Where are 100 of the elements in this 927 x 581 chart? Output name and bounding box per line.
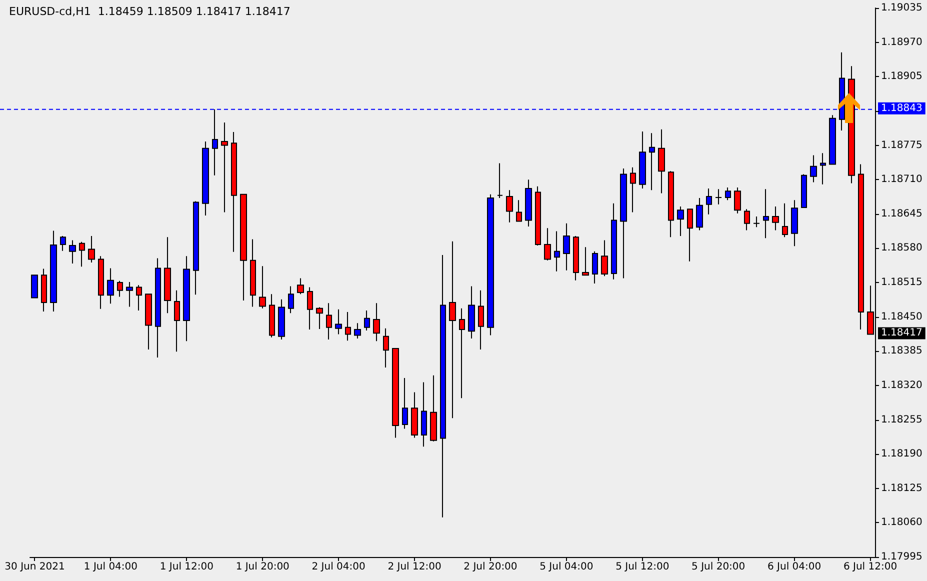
candlestick	[478, 290, 484, 350]
y-tick-label: 1.18450	[881, 311, 922, 322]
candlestick	[345, 312, 351, 342]
candlestick	[696, 198, 703, 231]
candlestick	[288, 286, 294, 314]
x-tick-label: 5 Jul 04:00	[540, 562, 594, 572]
x-tick-label: 5 Jul 20:00	[692, 562, 746, 572]
candlestick	[126, 281, 133, 308]
candlestick	[193, 200, 199, 296]
x-tick-label: 2 Jul 04:00	[312, 562, 366, 572]
candlestick	[440, 254, 446, 518]
candlestick	[791, 200, 798, 247]
y-tick-label: 1.18125	[881, 482, 922, 494]
x-tick-label: 1 Jul 04:00	[84, 562, 138, 572]
candlestick	[383, 328, 389, 368]
candlestick	[468, 286, 475, 339]
x-tick-label: 6 Jul 12:00	[843, 562, 898, 572]
candlestick	[278, 298, 285, 340]
candlestick	[753, 216, 760, 228]
y-tick-label: 1.18255	[881, 414, 922, 426]
candlestick	[525, 179, 532, 228]
candlestick	[620, 168, 627, 279]
y-tick-label: 1.18645	[881, 208, 922, 220]
candlestick	[164, 236, 171, 314]
candlestick	[516, 200, 522, 222]
candlestick	[60, 236, 66, 252]
candlestick	[392, 348, 399, 438]
candlestick	[402, 378, 408, 430]
candlestick	[31, 274, 38, 298]
candlestick	[326, 302, 332, 340]
candlestick	[858, 164, 864, 330]
y-tick-label: 1.18320	[881, 380, 922, 391]
candlestick	[582, 246, 589, 276]
candlestick	[145, 294, 152, 350]
candlestick	[174, 290, 180, 352]
candlestick	[611, 202, 617, 280]
candlestick	[183, 256, 190, 342]
y-tick-label: 1.18775	[881, 140, 922, 151]
candlestick	[687, 208, 693, 262]
candlestick	[744, 208, 750, 231]
y-tick-label: 1.18970	[881, 36, 922, 48]
candlestick	[782, 202, 788, 238]
candlestick	[459, 308, 465, 399]
candlestick	[231, 132, 237, 252]
candlestick	[250, 238, 256, 308]
candlestick	[117, 280, 123, 298]
x-tick-label: 5 Jul 12:00	[616, 562, 670, 572]
candlestick	[98, 256, 104, 310]
candlestick	[364, 310, 370, 332]
candlestick	[373, 302, 380, 342]
candlestick	[221, 122, 228, 213]
candlestick	[297, 278, 304, 295]
x-tick-label: 1 Jul 20:00	[236, 562, 290, 572]
candlestick	[50, 230, 57, 312]
candlestick	[810, 154, 817, 183]
candlestick	[801, 174, 807, 208]
x-tick-label: 1 Jul 12:00	[160, 562, 214, 572]
candlestick	[155, 258, 161, 358]
candlestick	[335, 308, 342, 335]
candlestick	[411, 392, 418, 438]
candlestick	[307, 286, 313, 330]
candlestick	[639, 131, 646, 190]
candlestick	[829, 114, 836, 165]
candlestick	[668, 170, 674, 238]
annotation: 1.18417	[881, 328, 922, 339]
candlestick	[592, 250, 598, 284]
candlestick	[487, 194, 494, 336]
candlestick	[554, 230, 560, 272]
y-tick-label: 1.17995	[881, 552, 922, 562]
y-tick-label: 1.18190	[881, 448, 922, 460]
candlestick	[772, 206, 779, 231]
candlestick	[136, 284, 142, 311]
candlestick	[354, 322, 361, 339]
y-tick-label: 1.18515	[881, 277, 922, 288]
candlestick	[41, 268, 47, 312]
candlestick	[107, 268, 114, 304]
candlestick	[601, 240, 608, 277]
candlestick	[421, 382, 427, 448]
candlestick	[240, 194, 247, 301]
candlestick	[449, 240, 456, 419]
candlestick	[316, 306, 323, 330]
x-tick-label: 2 Jul 12:00	[388, 562, 442, 572]
candlestick	[88, 236, 95, 263]
y-tick-label: 1.18060	[881, 517, 922, 528]
y-tick-label: 1.18580	[881, 242, 922, 254]
candlestick	[259, 266, 266, 309]
candlestick	[202, 141, 209, 216]
y-tick-label: 1.18905	[881, 71, 922, 82]
candlestick	[497, 162, 503, 199]
candlestick	[506, 190, 513, 223]
candlestick	[677, 206, 684, 237]
candlestick	[269, 294, 275, 338]
candlestick	[563, 222, 570, 271]
candlestick	[658, 128, 665, 194]
candlestick	[573, 236, 579, 281]
x-tick-label: 2 Jul 20:00	[464, 562, 518, 572]
candlestick	[69, 240, 76, 264]
ref-line-label: 1.18843	[881, 102, 922, 114]
candlestick	[649, 132, 655, 191]
candlestick	[715, 188, 722, 205]
